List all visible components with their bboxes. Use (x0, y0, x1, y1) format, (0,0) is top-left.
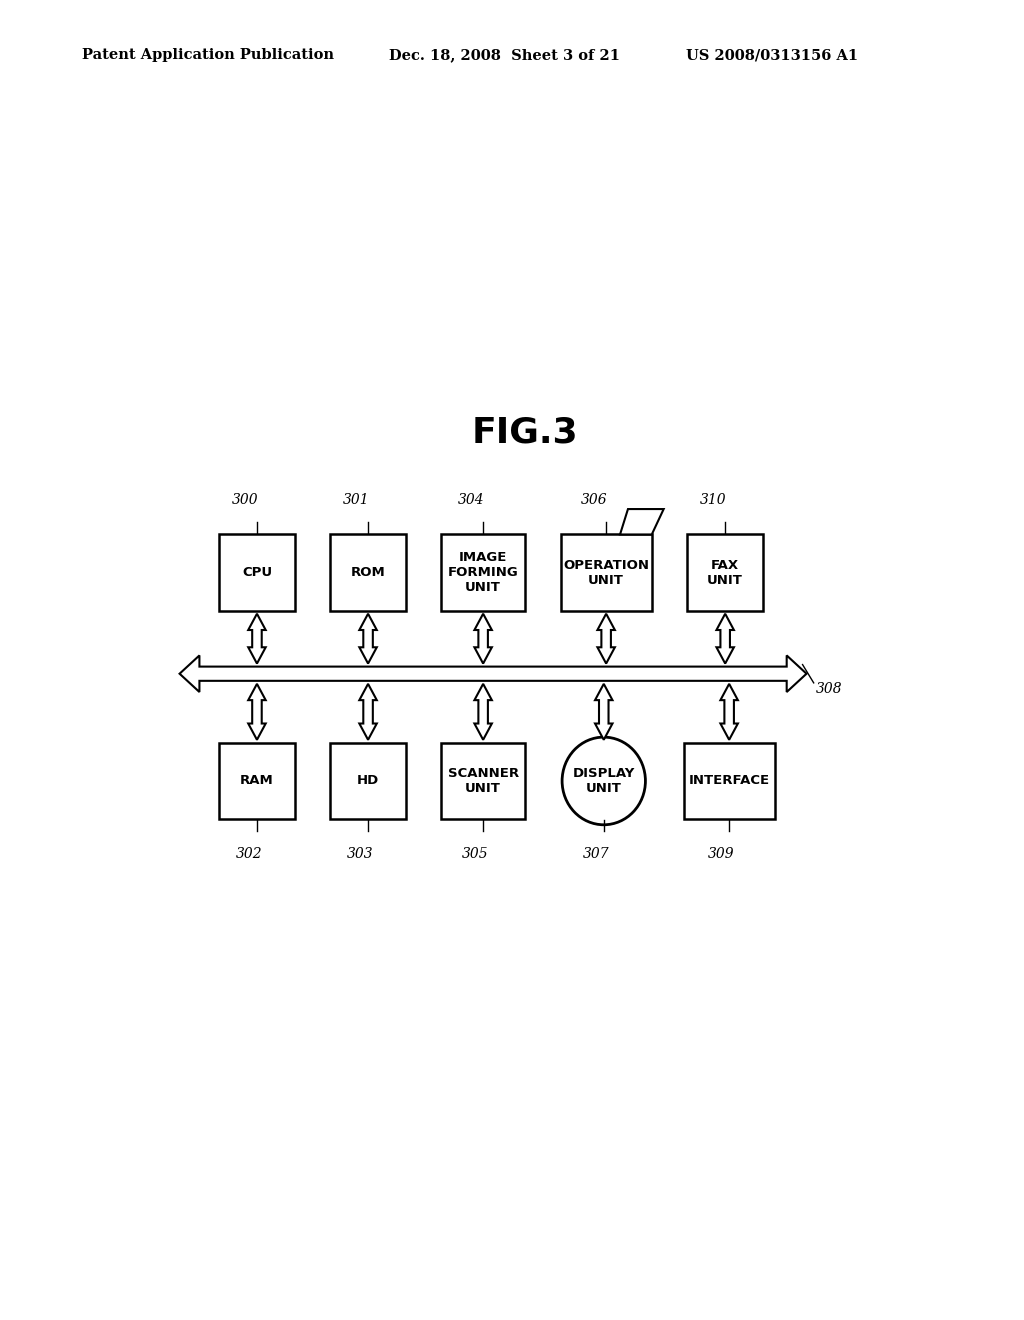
Text: 310: 310 (700, 494, 727, 507)
Text: 308: 308 (816, 682, 843, 696)
Text: OPERATION
UNIT: OPERATION UNIT (563, 558, 649, 586)
Text: 306: 306 (581, 494, 607, 507)
Text: FIG.3: FIG.3 (471, 416, 579, 450)
FancyBboxPatch shape (560, 535, 652, 611)
FancyBboxPatch shape (219, 535, 295, 611)
Text: DISPLAY
UNIT: DISPLAY UNIT (572, 767, 635, 795)
Text: HD: HD (357, 775, 379, 788)
Text: CPU: CPU (242, 566, 272, 579)
FancyBboxPatch shape (441, 743, 524, 818)
FancyBboxPatch shape (687, 535, 763, 611)
FancyBboxPatch shape (219, 743, 295, 818)
Polygon shape (717, 614, 734, 664)
Polygon shape (359, 684, 377, 739)
Text: 309: 309 (708, 846, 734, 861)
Text: RAM: RAM (240, 775, 273, 788)
Polygon shape (474, 614, 492, 664)
Polygon shape (359, 614, 377, 664)
Text: INTERFACE: INTERFACE (688, 775, 770, 788)
Text: 303: 303 (347, 846, 374, 861)
FancyBboxPatch shape (684, 743, 775, 818)
Polygon shape (595, 684, 612, 739)
Ellipse shape (562, 737, 645, 825)
FancyBboxPatch shape (331, 743, 406, 818)
Text: FAX
UNIT: FAX UNIT (708, 558, 743, 586)
Polygon shape (597, 614, 614, 664)
Text: 304: 304 (458, 494, 484, 507)
Text: IMAGE
FORMING
UNIT: IMAGE FORMING UNIT (447, 550, 518, 594)
Text: 307: 307 (583, 846, 609, 861)
Text: Patent Application Publication: Patent Application Publication (82, 49, 334, 62)
Text: 301: 301 (343, 494, 370, 507)
Text: SCANNER
UNIT: SCANNER UNIT (447, 767, 519, 795)
FancyBboxPatch shape (331, 535, 406, 611)
Text: Dec. 18, 2008  Sheet 3 of 21: Dec. 18, 2008 Sheet 3 of 21 (389, 49, 621, 62)
Text: 305: 305 (462, 846, 488, 861)
Text: ROM: ROM (350, 566, 385, 579)
Polygon shape (248, 684, 265, 739)
Polygon shape (179, 656, 807, 692)
Polygon shape (620, 510, 664, 535)
Text: US 2008/0313156 A1: US 2008/0313156 A1 (686, 49, 858, 62)
Text: 302: 302 (236, 846, 262, 861)
Text: 300: 300 (231, 494, 258, 507)
FancyBboxPatch shape (441, 535, 524, 611)
Polygon shape (248, 614, 265, 664)
Polygon shape (721, 684, 738, 739)
Polygon shape (474, 684, 492, 739)
